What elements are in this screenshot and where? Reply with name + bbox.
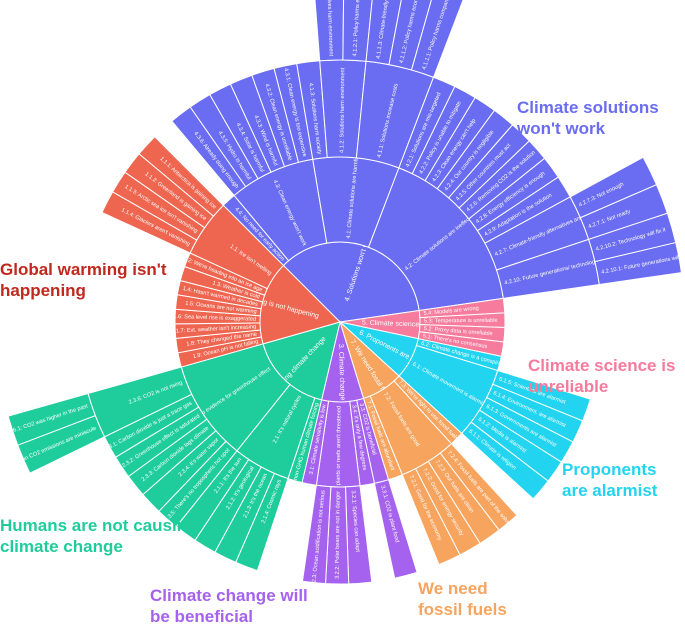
segment-label: 4.1.2.2: Climate-friendly alternatives h…	[323, 0, 334, 57]
segment	[594, 241, 683, 286]
segment-label: 1.7: Ext. weather isn't increasing	[176, 324, 257, 334]
segment	[7, 392, 96, 446]
segment-label: 3.2.1: Species can adapt	[350, 490, 361, 552]
category-label: 5. Climate science is unreliable	[362, 320, 459, 330]
category-callout: Global warming isn't happening	[0, 260, 167, 300]
category-callout: Climate change will be beneficial	[150, 586, 308, 626]
category-callout: Climate solutions won't work	[517, 98, 659, 138]
category-label: 3. Climate change is not bad	[337, 344, 347, 433]
segment-label: 5.4: Models are wrong	[423, 306, 479, 317]
segment-label: 4.1.2: Solutions harm environment	[339, 67, 346, 153]
segment-label: 3.2: Species, plants or reefs aren't thr…	[335, 406, 342, 519]
segment-label: 5.2: Proxy data is unreliable	[423, 326, 492, 337]
segment-label: 4.1.2.1: Policy harms environment	[352, 0, 363, 57]
segment-label: 3.2.2: Polar bears are not in danger	[335, 491, 342, 579]
category-callout: We need fossil fuels	[418, 579, 507, 619]
segment	[138, 136, 225, 217]
segment-label: 5.3: Temperature is unreliable	[424, 318, 498, 325]
category-callout: Humans are not causing climate change	[0, 516, 198, 556]
category-callout: Proponents are alarmist	[562, 460, 658, 500]
segment-label: 1.6: Sea level rise is exaggerated	[173, 314, 256, 323]
category-callout: Climate science is unreliable	[528, 356, 676, 396]
